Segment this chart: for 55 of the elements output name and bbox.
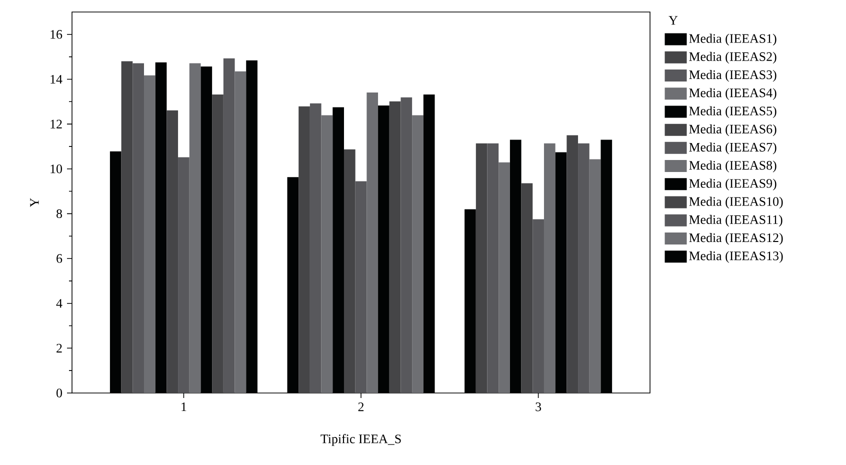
x-tick-label: 3 <box>536 402 542 412</box>
bar <box>310 103 322 393</box>
bar <box>321 115 333 393</box>
bar <box>223 58 235 393</box>
bar <box>400 97 412 393</box>
bar <box>476 143 488 393</box>
legend-label: Media (IEEAS6) <box>689 124 776 136</box>
x-axis-title: Tipific IEEA_S <box>320 434 401 446</box>
y-tick-label: 4 <box>56 299 62 308</box>
bar <box>544 143 556 393</box>
legend-label: Media (IEEAS4) <box>689 88 776 100</box>
legend-label: Media (IEEAS5) <box>689 106 776 118</box>
legend-label: Media (IEEAS10) <box>689 196 783 209</box>
bar <box>487 143 499 393</box>
legend-label: Media (IEEAS7) <box>689 142 776 154</box>
legend-label: Media (IEEAS9) <box>689 178 776 190</box>
legend-label: Media (IEEAS3) <box>689 70 776 82</box>
legend-label: Media (IEEAS1) <box>689 34 776 46</box>
bar <box>366 92 378 393</box>
bar <box>166 110 178 393</box>
bar <box>578 143 590 393</box>
bar <box>412 115 424 393</box>
bar <box>144 75 156 393</box>
bar <box>498 162 510 393</box>
y-axis-title: Y <box>30 198 39 208</box>
legend-title: Y <box>668 16 678 25</box>
x-tick-label: 1 <box>182 402 186 412</box>
legend-label: Media (IEEAS13) <box>689 251 783 263</box>
bar <box>212 94 224 393</box>
bar <box>589 159 601 393</box>
bar <box>178 157 190 393</box>
bar <box>355 181 367 393</box>
legend-label: Media (IEEAS8) <box>689 160 776 172</box>
y-tick-label: 2 <box>56 344 62 352</box>
y-tick-label: 10 <box>50 164 62 174</box>
legend-label: Media (IEEAS2) <box>689 52 776 64</box>
legend-label: Media (IEEAS11) <box>689 214 782 227</box>
bar <box>132 63 144 393</box>
bar <box>566 135 578 393</box>
bar <box>298 106 310 393</box>
bar <box>344 149 356 393</box>
bar <box>189 63 201 393</box>
bar <box>234 71 246 393</box>
bar <box>121 61 133 393</box>
y-tick-label: 0 <box>56 388 62 398</box>
bar <box>532 219 544 393</box>
y-tick-label: 14 <box>50 74 62 84</box>
y-tick-label: 16 <box>50 30 62 39</box>
y-tick-label: 12 <box>50 120 62 128</box>
bar <box>521 183 533 393</box>
y-tick-label: 8 <box>56 209 62 218</box>
x-tick-label: 2 <box>358 402 364 412</box>
y-tick-label: 6 <box>56 254 62 263</box>
legend-label: Media (IEEAS12) <box>689 233 783 245</box>
bar <box>389 101 401 393</box>
